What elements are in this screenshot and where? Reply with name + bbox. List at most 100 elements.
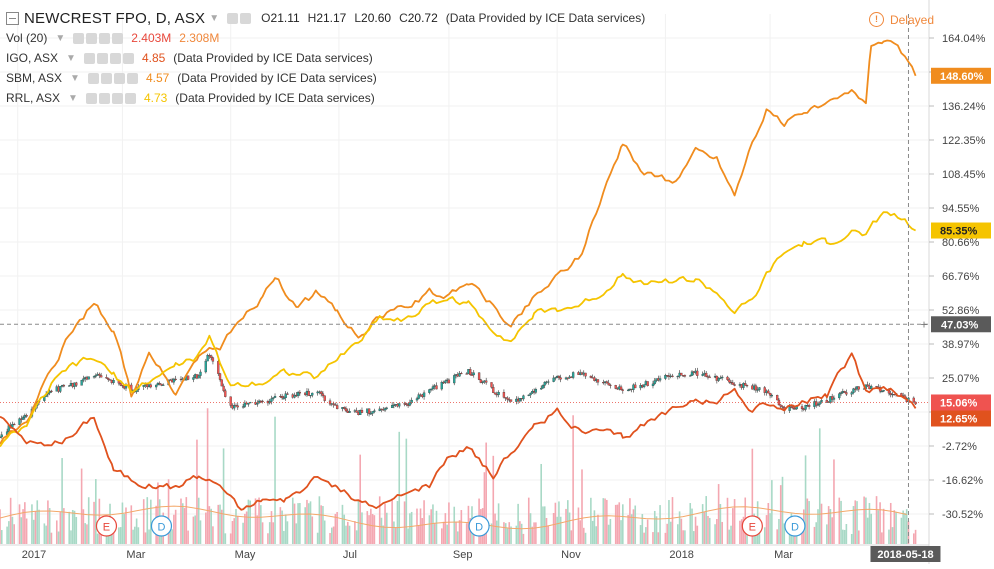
volume-bar	[840, 500, 842, 544]
volume-bar	[877, 510, 880, 544]
settings-icon[interactable]	[86, 32, 98, 44]
volume-bar	[249, 500, 251, 544]
legend-row[interactable]: IGO, ASX ▼ 4.85 (Data Provided by ICE Data …	[6, 48, 645, 68]
series-line-rrl	[0, 211, 917, 448]
symbol-title[interactable]: NEWCREST FPO, D, ASX	[24, 9, 206, 27]
collapse-icon[interactable]	[6, 11, 19, 25]
volume-bar	[368, 515, 370, 544]
legend-row[interactable]: Vol (20) ▼ 2.403M 2.308M	[6, 28, 645, 48]
candle-body	[408, 402, 412, 406]
earnings-marker[interactable]: E	[95, 515, 118, 537]
volume-bar	[678, 511, 681, 544]
volume-bar	[433, 522, 436, 544]
x-tick-label: May	[235, 549, 256, 561]
close-icon[interactable]	[126, 72, 138, 84]
candle-body	[596, 379, 600, 383]
settings-icon[interactable]	[98, 92, 110, 104]
y-axis-bg	[929, 0, 994, 564]
crosshair-value-tag: +47.03%	[920, 316, 991, 333]
candle-body	[825, 400, 829, 403]
chevron-down-icon[interactable]: ▼	[68, 92, 78, 104]
candle-body	[690, 371, 694, 376]
add-icon[interactable]	[113, 72, 125, 84]
add-icon[interactable]	[99, 32, 111, 44]
candle-body	[378, 408, 381, 411]
close-icon[interactable]	[122, 52, 134, 64]
legend-row[interactable]: SBM, ASX ▼ 4.57 (Data Provided by ICE Data …	[6, 68, 645, 88]
volume-bar	[815, 522, 818, 544]
candle-body	[493, 392, 497, 395]
legend-label: Vol (20)	[6, 31, 48, 45]
volume-bar	[336, 511, 338, 544]
volume-bar	[520, 523, 523, 544]
add-icon[interactable]	[111, 92, 123, 104]
candle-body	[229, 396, 232, 406]
dividend-marker[interactable]: D	[150, 515, 173, 537]
dividend-marker[interactable]: D	[784, 515, 806, 537]
eye-icon[interactable]	[87, 72, 99, 84]
candle-body	[804, 405, 807, 410]
chevron-down-icon[interactable]: ▼	[66, 52, 76, 64]
last-value-label: 85.35%	[940, 226, 978, 238]
volume-bar	[829, 509, 832, 544]
earnings-marker[interactable]: E	[741, 515, 763, 537]
volume-bar	[535, 522, 537, 544]
candle-body	[490, 382, 493, 388]
chevron-down-icon[interactable]: ▼	[70, 72, 80, 84]
crosshair	[0, 14, 928, 544]
candle-body	[162, 384, 165, 386]
candle-body	[619, 386, 623, 390]
plus-icon[interactable]: +	[920, 317, 927, 331]
eye-icon[interactable]	[85, 92, 97, 104]
volume-bar	[260, 505, 262, 544]
volume-bar	[508, 522, 511, 544]
volume-bar	[726, 497, 729, 544]
candle-body	[415, 398, 419, 401]
volume-bar	[684, 530, 686, 544]
candle-body	[371, 411, 374, 414]
volume-bar	[220, 509, 223, 544]
volume-bar	[57, 531, 60, 544]
settings-icon[interactable]	[96, 52, 108, 64]
volume-bar	[157, 482, 159, 544]
ohlc-value-o: 21.11	[270, 11, 300, 25]
delayed-badge[interactable]: ! Delayed	[868, 12, 934, 27]
volume-bar	[382, 525, 385, 544]
settings-icon[interactable]	[100, 72, 112, 84]
eye-icon[interactable]	[73, 32, 85, 44]
candle-body	[192, 377, 195, 380]
close-icon[interactable]	[124, 92, 136, 104]
close-icon[interactable]	[112, 32, 124, 44]
eye-icon[interactable]	[227, 12, 239, 24]
chevron-down-icon[interactable]: ▼	[209, 12, 220, 24]
volume-bar	[428, 515, 431, 544]
candle-body	[296, 392, 300, 397]
settings-icon[interactable]	[240, 12, 252, 24]
volume-bar	[322, 506, 324, 544]
legend-row[interactable]: RRL, ASX ▼ 4.73 (Data Provided by ICE Data …	[6, 88, 645, 108]
volume-bar	[728, 529, 731, 544]
dividend-marker[interactable]: D	[468, 515, 490, 537]
chevron-down-icon[interactable]: ▼	[55, 32, 66, 44]
volume-bar	[219, 504, 221, 544]
eye-icon[interactable]	[83, 52, 95, 64]
volume-bar	[180, 498, 182, 544]
y-tick-label: 52.86%	[942, 305, 980, 317]
candle-body	[763, 387, 766, 393]
volume-bar	[378, 496, 381, 544]
volume-bar	[105, 530, 108, 544]
add-icon[interactable]	[109, 52, 121, 64]
candle-body	[518, 398, 522, 402]
candle-body	[807, 404, 811, 407]
candle-body	[689, 375, 692, 377]
candle-body	[68, 385, 71, 387]
candle-body	[815, 401, 818, 406]
y-tick-label: 66.76%	[942, 271, 980, 283]
candle-body	[543, 382, 546, 386]
candlesticks	[0, 353, 917, 439]
volume-bar	[254, 498, 257, 544]
legend-label: RRL, ASX	[6, 91, 61, 105]
